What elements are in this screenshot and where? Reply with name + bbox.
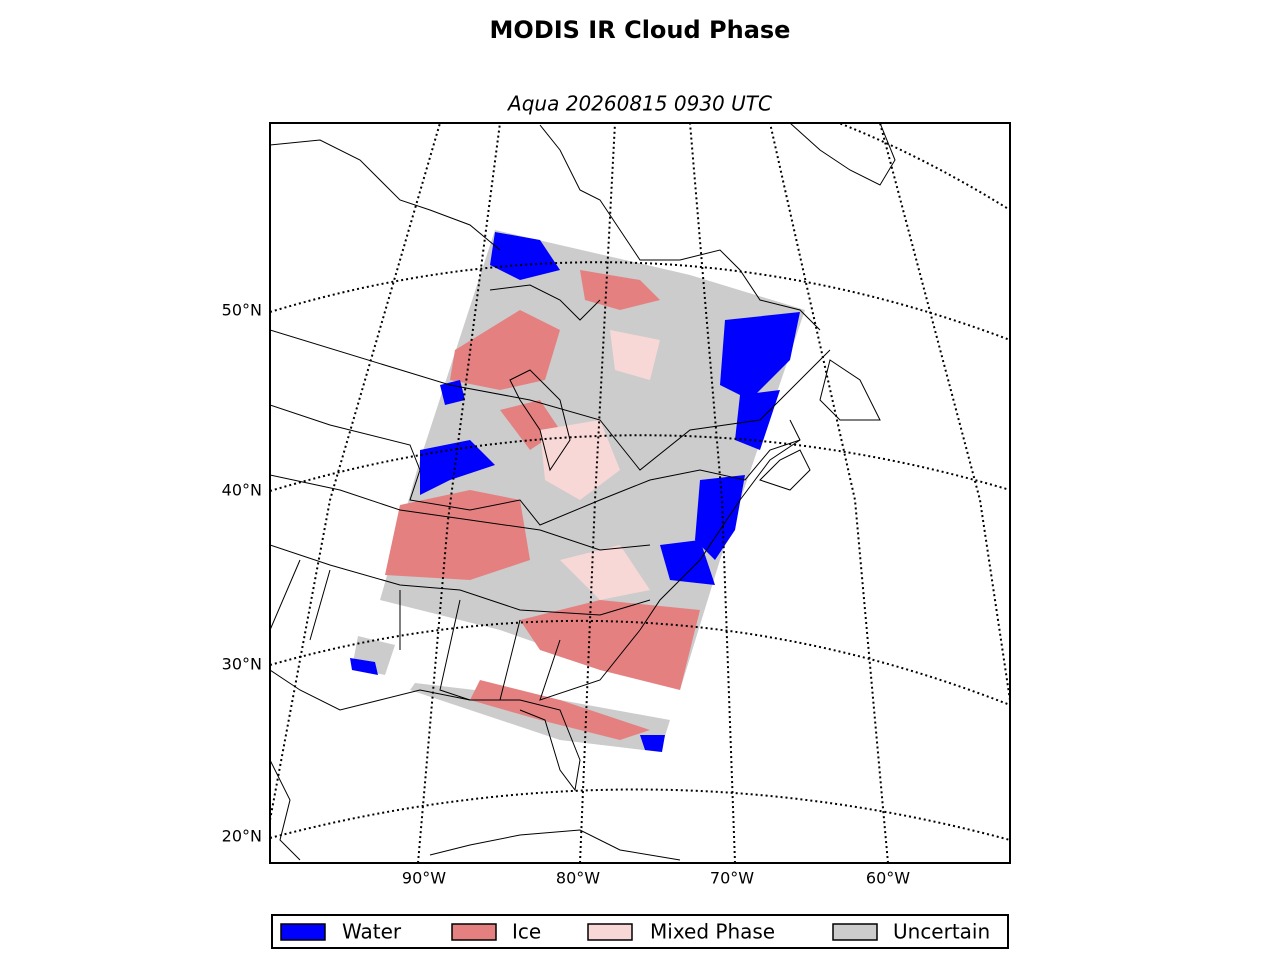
map-body [270,123,1010,863]
coastlines [270,123,896,861]
ice-area [450,310,560,390]
legend-swatch [587,923,633,941]
water-area [660,540,715,585]
water-area [420,440,495,495]
mixed-area [540,420,620,500]
water-area [490,232,560,280]
lat-label: 20°N [222,827,262,846]
graticule [270,123,1010,863]
subtitle: Aqua 20260815 0930 UTC [506,92,772,116]
water-area [350,658,378,675]
legend-label: Ice [512,920,541,944]
axis-labels: 50°N 40°N 30°N 20°N 90°W 80°W 70°W 60°W [222,301,911,888]
lat-label: 40°N [222,481,262,500]
ice-area [385,490,530,580]
legend-swatch [451,923,497,941]
lat-label: 30°N [222,655,262,674]
legend-swatch [280,923,326,941]
legend-box [271,914,1009,949]
legend-label: Mixed Phase [650,920,775,944]
lat-label: 50°N [222,301,262,320]
legend-label: Water [342,920,402,944]
map-frame [269,122,1011,864]
lon-label: 90°W [402,869,446,888]
legend-swatch [832,923,878,941]
water-area [695,475,745,560]
mixed-area [560,545,650,600]
title: MODIS IR Cloud Phase [490,16,791,44]
lon-label: 80°W [556,869,600,888]
ice-area [520,600,700,690]
mixed-area [610,330,660,380]
water-area [720,312,800,400]
legend: Water Ice Mixed Phase Uncertain [280,920,990,944]
lon-label: 70°W [710,869,754,888]
lon-label: 60°W [866,869,910,888]
water-area [640,735,665,752]
cloud-swath [350,230,805,752]
legend-label: Uncertain [893,920,990,944]
